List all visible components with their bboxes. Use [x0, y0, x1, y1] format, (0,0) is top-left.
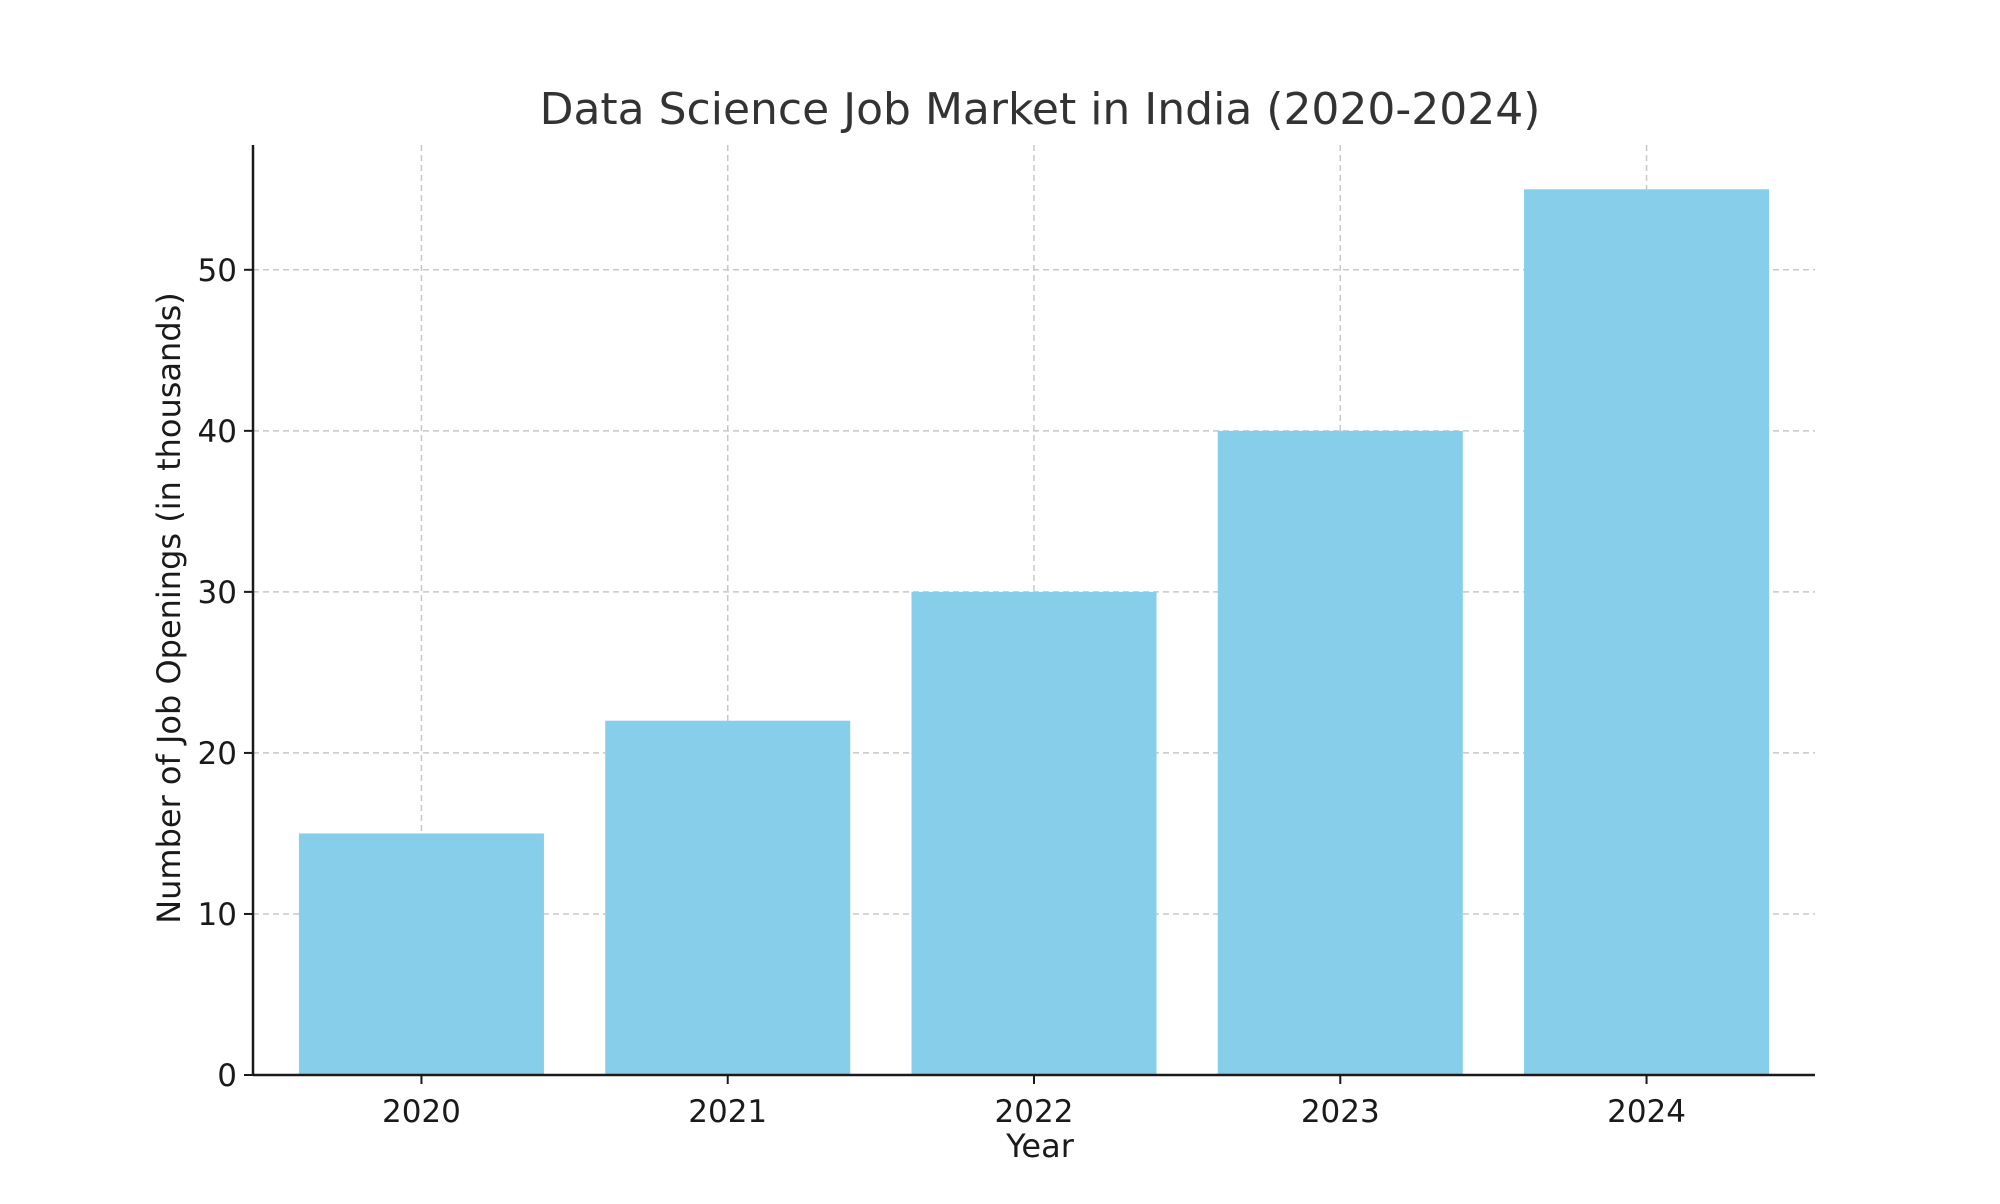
x-tick-label: 2020 [382, 1094, 461, 1130]
y-tick-label: 10 [198, 897, 237, 933]
bar-2022 [911, 592, 1156, 1075]
bar-2024 [1524, 189, 1769, 1075]
chart-title: Data Science Job Market in India (2020-2… [540, 84, 1541, 135]
x-tick-label: 2024 [1607, 1094, 1686, 1130]
y-tick-label: 20 [198, 736, 237, 772]
bars-layer [299, 189, 1769, 1075]
bar-2023 [1218, 431, 1463, 1075]
x-axis-label: Year [1005, 1127, 1075, 1165]
x-tick-label: 2023 [1301, 1094, 1380, 1130]
bar-2020 [299, 833, 544, 1075]
bar-2021 [605, 721, 850, 1075]
x-tick-label: 2021 [688, 1094, 767, 1130]
x-tick-label: 2022 [995, 1094, 1074, 1130]
y-axis-label: Number of Job Openings (in thousands) [150, 292, 188, 924]
y-tick-label: 40 [198, 414, 237, 450]
y-tick-label: 0 [217, 1058, 237, 1094]
y-tick-label: 50 [198, 253, 237, 289]
y-tick-label: 30 [198, 575, 237, 611]
